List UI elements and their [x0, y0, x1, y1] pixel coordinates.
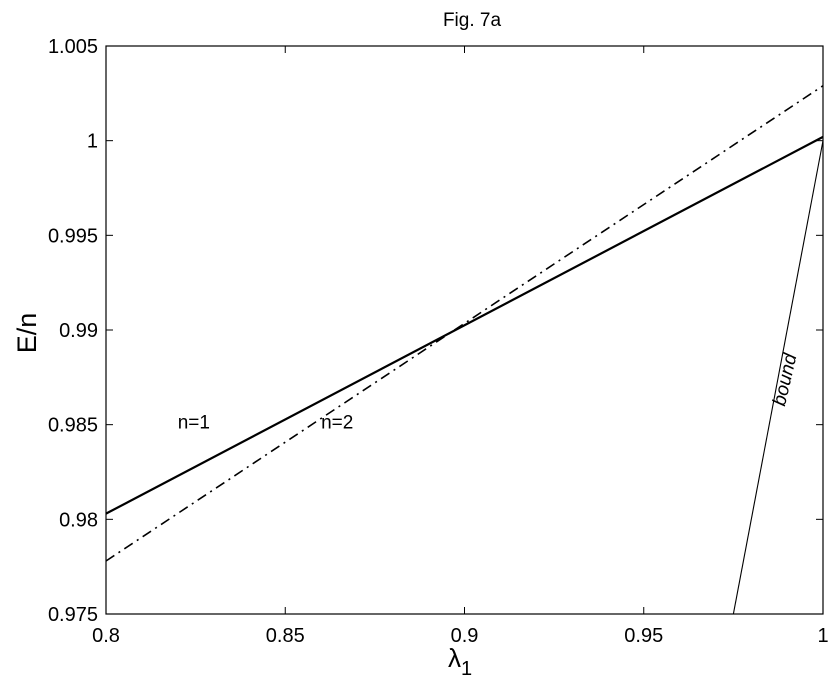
- x-tick-label: 0.9: [451, 625, 479, 647]
- x-axis: 0.8 0.85 0.9 0.95 1: [92, 46, 829, 647]
- x-tick-label: 0.85: [266, 625, 305, 647]
- y-tick-label: 0.995: [48, 225, 98, 247]
- y-tick-label: 0.98: [59, 509, 98, 531]
- plot-frame: [105, 45, 824, 615]
- y-tick-label: 1.005: [48, 36, 98, 58]
- x-axis-label-main: λ: [448, 643, 461, 673]
- x-axis-label: λ1: [448, 643, 472, 680]
- y-axis-label: E/n: [12, 313, 42, 354]
- series-line-n-1: [105, 135, 824, 515]
- chart-title: Fig. 7a: [443, 10, 502, 31]
- x-axis-label-subscript: 1: [461, 658, 472, 680]
- plot-area: [105, 85, 824, 615]
- annotations: n=1 n=2 bound: [178, 350, 802, 433]
- y-tick-label: 1: [87, 131, 98, 153]
- y-tick-label: 0.975: [48, 604, 98, 626]
- x-tick-label: 0.8: [92, 625, 120, 647]
- series-line-n-2: [105, 85, 824, 562]
- y-tick-label: 0.985: [48, 415, 98, 437]
- annotation-n-2: n=2: [321, 412, 353, 433]
- x-tick-label: 0.95: [624, 625, 663, 647]
- annotation-n-1: n=1: [178, 412, 210, 433]
- annotation-bound: bound: [769, 350, 802, 408]
- series-line-bound: [732, 140, 824, 615]
- y-tick-label: 0.99: [59, 320, 98, 342]
- y-axis: 1.005 1 0.995 0.99 0.985 0.98 0.975: [48, 36, 823, 626]
- x-tick-label: 1: [817, 625, 828, 647]
